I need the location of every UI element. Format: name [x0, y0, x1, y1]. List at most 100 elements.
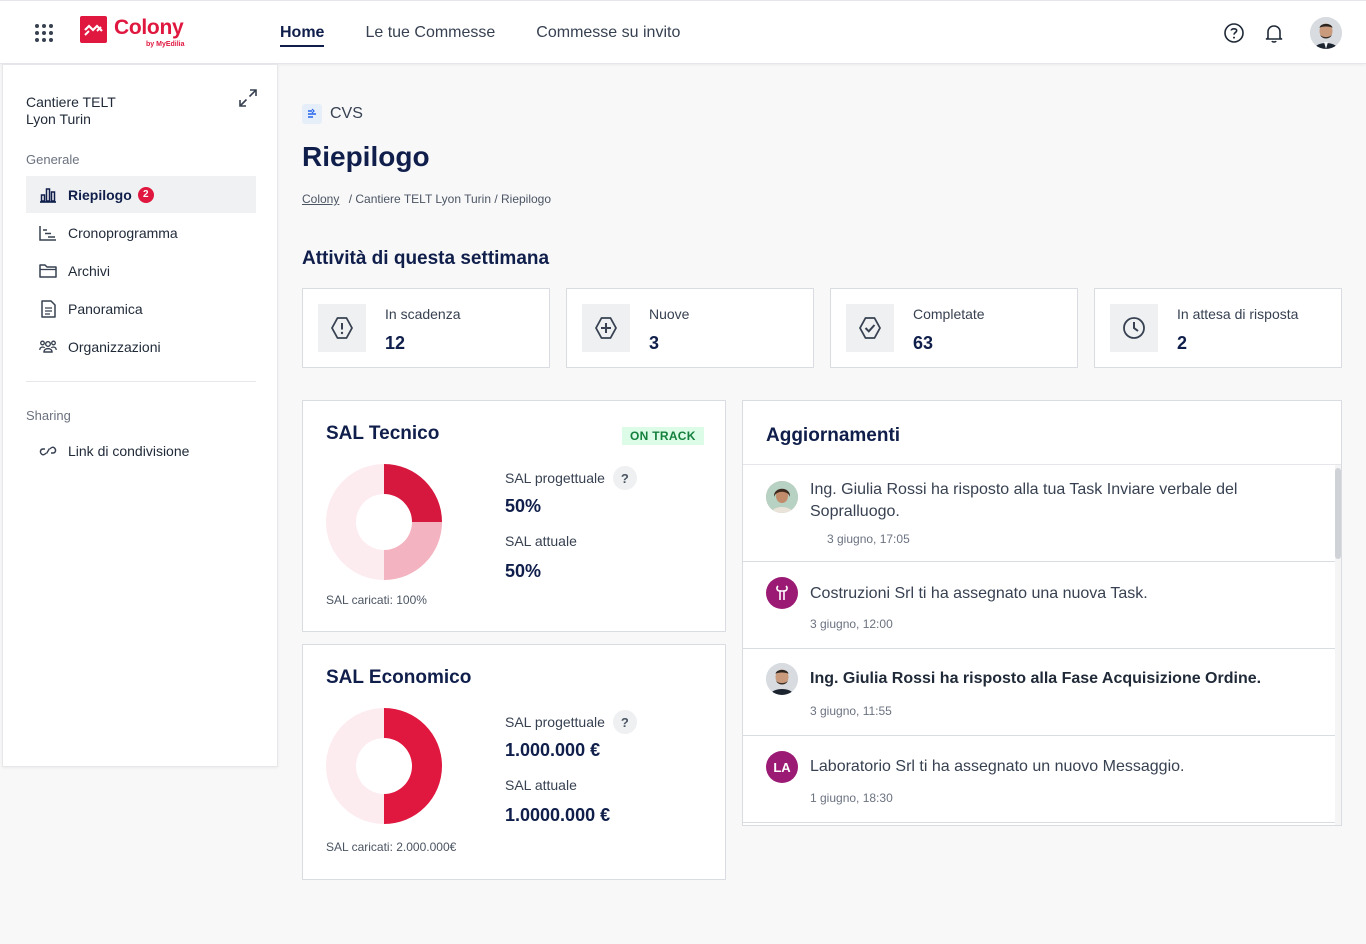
donut-slice-rimanente — [326, 708, 384, 824]
clock-icon — [1110, 304, 1158, 352]
people-icon — [38, 337, 58, 357]
sidebar-item-label: Organizzazioni — [68, 338, 161, 355]
plus-octagon-icon — [582, 304, 630, 352]
update-text: Ing. Giulia Rossi ha risposto alla tua T… — [810, 481, 1238, 520]
sidebar-item-label: Link di condivisione — [68, 442, 190, 459]
user-avatar[interactable] — [1310, 17, 1342, 49]
cvs-icon — [302, 104, 322, 124]
sidebar-item-riepilogo[interactable]: Riepilogo 2 — [26, 176, 256, 213]
gantt-icon — [38, 223, 58, 243]
brand-sub: by MyEdilia — [146, 41, 185, 48]
metric-value: 50% — [505, 561, 542, 581]
sal-progettuale-row: SAL progettuale ? — [505, 710, 637, 734]
metric-label: SAL progettuale — [505, 714, 605, 730]
bar-chart-icon — [38, 185, 58, 205]
bell-icon[interactable] — [1263, 22, 1285, 44]
avatar — [766, 663, 798, 695]
sal-progettuale-row: SAL progettuale ? — [505, 466, 637, 490]
status-badge: ON TRACK — [622, 427, 704, 445]
sal-caricati: SAL caricati: 2.000.000€ — [326, 840, 457, 854]
sal-economico-card: SAL Economico SAL progettuale ? 1.000.00… — [302, 644, 726, 880]
avatar — [766, 481, 798, 513]
stat-card-completate[interactable]: Completate 63 — [830, 288, 1078, 368]
help-button[interactable]: ? — [612, 710, 637, 734]
sidebar-item-organizzazioni[interactable]: Organizzazioni — [26, 328, 256, 365]
nav-le-tue-commesse[interactable]: Le tue Commesse — [365, 24, 496, 41]
check-octagon-icon — [846, 304, 894, 352]
folder-icon — [38, 261, 58, 281]
updates-panel: Aggiornamenti Ing. Giulia Rossi ha rispo… — [742, 400, 1342, 826]
app-grid-icon[interactable] — [34, 23, 54, 43]
sal-economico-donut — [326, 708, 442, 824]
sidebar-item-link-condivisione[interactable]: Link di condivisione — [26, 432, 256, 469]
breadcrumb-root[interactable]: Colony — [302, 192, 340, 206]
sidebar-item-cronoprogramma[interactable]: Cronoprogramma — [26, 214, 256, 251]
stat-card-in-attesa[interactable]: In attesa di risposta 2 — [1094, 288, 1342, 368]
context-text: CVS — [330, 105, 363, 122]
link-icon — [38, 441, 58, 461]
update-time: 1 giugno, 18:30 — [810, 791, 893, 805]
sidebar-item-archivi[interactable]: Archivi — [26, 252, 256, 289]
help-button[interactable]: ? — [612, 466, 637, 490]
expand-icon[interactable] — [237, 87, 259, 109]
stat-card-nuove[interactable]: Nuove 3 — [566, 288, 814, 368]
donut-slice-rimanente — [326, 464, 384, 580]
stat-card-in-scadenza[interactable]: In scadenza 12 — [302, 288, 550, 368]
metric-label: SAL attuale — [505, 777, 577, 793]
update-item[interactable]: Costruzioni Srl ti ha assegnato una nuov… — [743, 562, 1335, 649]
context-label: CVS — [302, 104, 363, 124]
stat-value: 63 — [913, 333, 934, 353]
card-title: SAL Tecnico — [326, 423, 440, 444]
stat-label: In attesa di risposta — [1177, 306, 1299, 322]
card-title: SAL Economico — [326, 667, 472, 688]
colony-logo[interactable]: Colony by MyEdilia — [80, 16, 200, 52]
donut-slice-sal-attuale — [384, 464, 442, 522]
update-time: 3 giugno, 17:05 — [827, 532, 910, 546]
scrollbar-track[interactable] — [1335, 465, 1341, 825]
scrollbar-thumb[interactable] — [1335, 468, 1341, 559]
brand-name: Colony — [114, 16, 184, 39]
update-item[interactable]: LA Laboratorio Srl ti ha assegnato un nu… — [743, 736, 1335, 823]
tool-icon — [766, 577, 798, 609]
stat-value: 3 — [649, 333, 660, 353]
metric-label: SAL progettuale — [505, 470, 605, 486]
sidebar-item-label: Panoramica — [68, 300, 143, 317]
update-text: Costruzioni Srl ti ha assegnato una nuov… — [810, 585, 1148, 602]
week-activity-title: Attività di questa settimana — [302, 248, 550, 269]
sidebar: Cantiere TELT Lyon Turin Generale Riepil… — [2, 64, 278, 767]
nav-home[interactable]: Home — [280, 1, 325, 65]
sidebar-item-label: Archivi — [68, 262, 111, 279]
stat-label: Nuove — [649, 306, 690, 322]
help-icon[interactable] — [1223, 22, 1245, 44]
notification-badge: 2 — [137, 186, 154, 203]
metric-value: 50% — [505, 496, 542, 516]
update-text: Ing. Giulia Rossi ha risposto alla Fase … — [810, 670, 1262, 687]
stat-value: 2 — [1177, 333, 1188, 353]
updates-title: Aggiornamenti — [766, 425, 901, 446]
sal-caricati: SAL caricati: 100% — [326, 593, 427, 607]
document-icon — [38, 299, 58, 319]
update-time: 3 giugno, 11:55 — [810, 704, 892, 718]
main-nav: Home Le tue Commesse Commesse su invito — [280, 1, 721, 65]
update-item[interactable]: Ing. Giulia Rossi ha risposto alla Fase … — [743, 649, 1335, 736]
donut-slice-sal-progettuale — [384, 522, 442, 580]
avatar-initials: LA — [766, 751, 798, 783]
warning-octagon-icon — [318, 304, 366, 352]
donut-slice-sal-attuale — [384, 708, 442, 824]
sidebar-divider — [26, 381, 256, 382]
breadcrumb: Colony / Cantiere TELT Lyon Turin / Riep… — [302, 192, 551, 206]
metric-value: 1.000.000 € — [505, 740, 601, 760]
sal-tecnico-donut — [326, 464, 442, 580]
update-text: Laboratorio Srl ti ha assegnato un nuovo… — [810, 758, 1185, 775]
colony-logo-icon — [80, 16, 107, 43]
nav-commesse-su-invito[interactable]: Commesse su invito — [536, 24, 681, 41]
stat-label: Completate — [913, 306, 985, 322]
sidebar-item-label: Riepilogo — [68, 186, 132, 203]
update-item[interactable]: Ing. Giulia Rossi ha risposto alla tua T… — [743, 465, 1335, 562]
project-name: Cantiere TELT Lyon Turin — [26, 94, 196, 128]
stat-label: In scadenza — [385, 306, 461, 322]
sidebar-item-panoramica[interactable]: Panoramica — [26, 290, 256, 327]
project-name-line2: Lyon Turin — [26, 111, 91, 127]
updates-list[interactable]: Ing. Giulia Rossi ha risposto alla tua T… — [743, 464, 1341, 825]
sidebar-item-label: Cronoprogramma — [68, 224, 178, 241]
